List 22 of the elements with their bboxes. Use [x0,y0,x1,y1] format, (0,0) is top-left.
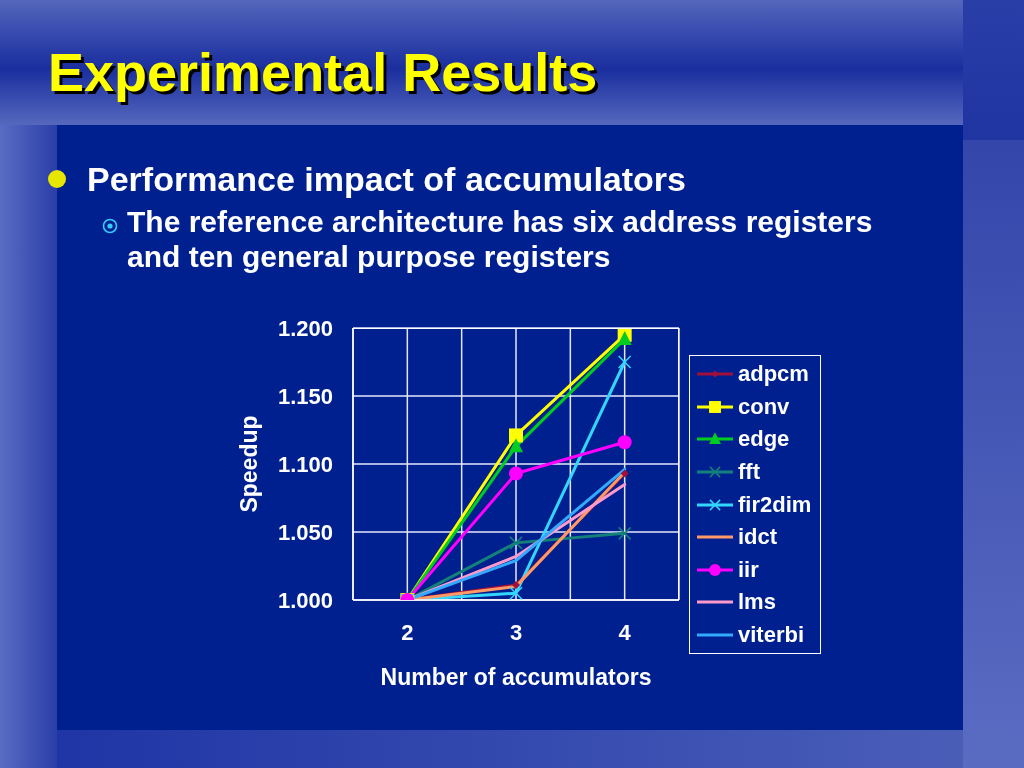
y-tick-label: 1.150 [277,383,333,409]
legend-label: idct [738,524,778,551]
x-tick-label: 4 [618,619,632,645]
y-tick-label: 1.000 [277,587,333,613]
y-tick-label: 1.200 [277,315,333,341]
legend-label: iir [738,556,759,583]
legend-label: fft [738,459,760,486]
y-tick-label: 1.050 [277,519,333,545]
x-tick-label: 2 [401,619,414,645]
legend-label: lms [738,589,776,616]
x-tick-label: 3 [509,619,523,645]
legend-label: edge [738,426,790,453]
legend-label: adpcm [738,361,809,388]
chart-title: Experimental Results [48,41,598,103]
chart-subtitle: Performance impact of accumulators [87,159,686,199]
text: The reference architecture has six address registers and ten general purpose registers [127,204,874,274]
y-tick-label: 1.100 [277,451,333,477]
legend-label: viterbi [738,622,805,649]
y-axis-title: Speedup [236,415,262,513]
x-axis-title: Number of accumulators [380,664,652,690]
legend-label: conv [738,393,790,420]
legend-label: fir2dim [738,491,812,518]
